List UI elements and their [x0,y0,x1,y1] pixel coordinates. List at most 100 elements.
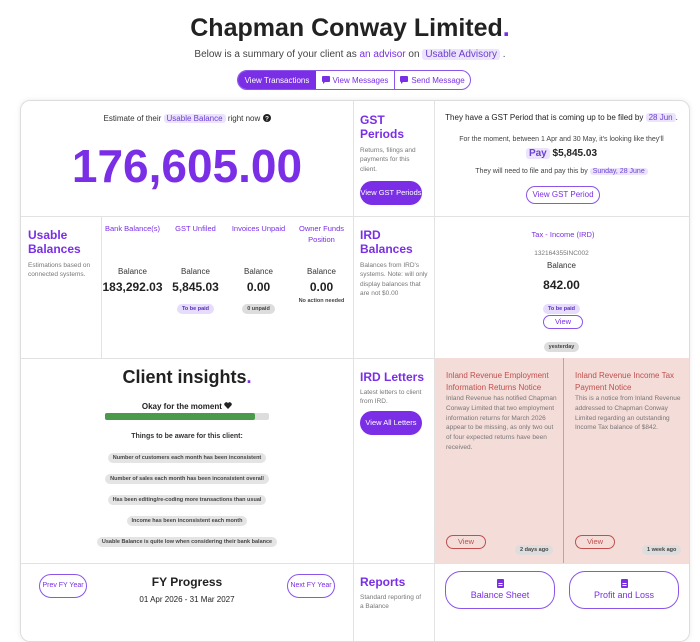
ird-account-code: 132164355INC002 [534,250,589,257]
letter-card[interactable]: Inland Revenue Employment Information Re… [435,358,563,563]
view-all-letters-button[interactable]: View All Letters [360,411,422,435]
insight-chip: Number of customers each month has been … [21,446,353,464]
amount: 0.00 [309,280,334,294]
button-label: View Messages [332,75,389,85]
balance-column: GST Unfiled [164,224,227,235]
account-name: Tax - Income (IRD) [531,230,595,239]
label-text: Estimate of their [103,114,162,123]
ird-balances-description: Balances from IRD's systems. Note: will … [360,262,428,298]
balance-amount: 5,845.03 [164,278,227,296]
view-messages-button[interactable]: View Messages [316,71,395,89]
divider [434,101,435,641]
action-group: View Transactions View Messages Send Mes… [237,70,471,90]
message-icon [321,76,330,84]
gst-file-line: They will need to file and pay this by S… [434,168,689,175]
letter-body: This is a notice from Inland Revenue add… [575,395,681,432]
ird-balance-amount: 842.00 [543,278,580,292]
estimate-amount: 176,605.00 [71,140,303,192]
chip-text: Income has been inconsistent each month [126,516,248,526]
view-gst-period-button[interactable]: View GST Period [526,186,600,204]
amount: 183,292.03 [102,280,163,294]
balance-badge: To be paid [164,297,227,315]
help-icon[interactable]: ? [262,114,271,123]
balance-label: Balance [101,261,164,279]
divider [353,101,354,641]
balance-label: Balance [290,261,353,279]
amount: 0.00 [246,280,271,294]
profit-loss-button[interactable]: Profit and Loss [569,571,679,609]
letter-title: Inland Revenue Employment Information Re… [446,371,549,392]
ird-view-button[interactable]: View [543,315,583,329]
usable-balances-description: Estimations based on connected systems. [28,262,91,279]
view-gst-periods-button[interactable]: View GST Periods [360,181,422,205]
amount: 5,845.03 [172,280,219,294]
gst-due-line: They have a GST Period that is coming up… [434,113,689,122]
title-dot: . [502,14,510,42]
prev-fy-button[interactable]: Prev FY Year [39,574,87,598]
title-text: Client insights [122,367,247,387]
insight-chip: Number of sales each month has been inco… [21,467,353,485]
balance-column: Invoices Unpaid [227,224,290,235]
message-icon [400,76,409,84]
label-text: right now [227,114,261,123]
letter-card[interactable]: Inland Revenue Income Tax Payment Notice… [564,358,689,563]
svg-text:?: ? [265,116,269,123]
subtitle: Below is a summary of your client as an … [0,49,700,60]
letter-age: 1 week ago [642,538,682,556]
title-text: Chapman Conway Limited [190,14,503,42]
chip-text: Number of sales each month has been inco… [105,474,269,484]
summary-card: Estimate of their Usable Balance right n… [20,100,690,642]
ird-balance-label: Balance [547,261,576,270]
balance-column: Bank Balance(s) [101,224,164,235]
balance-amount: 183,292.03 [97,278,168,296]
fy-range: 01 Apr 2026 - 31 Mar 2027 [139,595,235,604]
balance-label: Balance [227,261,290,279]
balance-column: Owner Funds Position [290,224,353,246]
estimate-label: Estimate of their Usable Balance right n… [21,114,353,123]
next-fy-button[interactable]: Next FY Year [287,574,335,598]
title-dot: . [246,367,252,387]
divider [21,358,689,359]
balance-sheet-button[interactable]: Balance Sheet [445,571,555,609]
label: Balance [307,267,336,276]
reports-description: Standard reporting of a Balance [360,594,422,611]
gst-period-line: For the moment, between 1 Apr and 30 May… [459,136,664,143]
badge: 2 days ago [515,545,554,555]
view-transactions-button[interactable]: View Transactions [238,71,316,89]
label: Balance [244,267,273,276]
file-date: Sunday, 28 June [589,168,648,175]
ird-account-name: Tax - Income (IRD) [526,224,600,242]
insights-status: Okay for the moment [21,402,353,411]
letter-age: 2 days ago [515,538,554,556]
button-label: Next FY Year [290,582,332,590]
chip-text: Has been editing/re-coding more transact… [107,495,267,505]
label: Balance [181,267,210,276]
text: . [675,113,678,122]
gst-periods-title: GST Periods [360,113,405,142]
insight-chip: Income has been inconsistent each month [21,509,353,527]
label-highlight: Usable Balance [163,114,226,123]
report-icon [496,578,504,588]
balance-label: Balance [164,261,227,279]
letter-view-button[interactable]: View [446,535,486,549]
letter-title: Inland Revenue Income Tax Payment Notice [575,371,675,392]
insights-title: Client insights. [21,367,353,388]
ird-letters-title: IRD Letters [360,370,425,384]
send-message-button[interactable]: Send Message [395,71,470,89]
chip-text: Number of customers each month has been … [107,453,267,463]
insight-chip: Usable Balance is quite low when conside… [21,530,353,548]
ird-balances-title: IRD Balances [360,228,413,257]
status-bar-fill [105,413,255,420]
letter-view-button[interactable]: View [575,535,615,549]
fy-progress-title: FY Progress [151,575,223,589]
column-header: Invoices Unpaid [231,224,286,233]
badge: To be paid [176,304,215,314]
label: Balance [118,267,147,276]
badge: 1 week ago [642,545,682,555]
reports-title: Reports [360,575,406,589]
button-label: Prev FY Year [42,582,84,590]
divider [563,358,564,563]
aware-heading: Things to be aware for this client: [131,433,243,440]
column-header: GST Unfiled [175,224,216,233]
subtitle-text: . [502,49,506,60]
